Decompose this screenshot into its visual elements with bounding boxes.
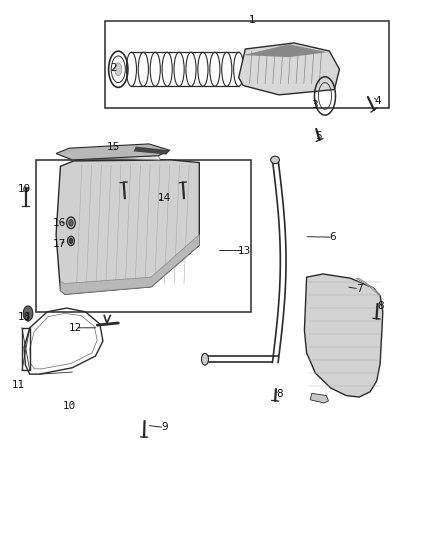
- Text: 11: 11: [12, 380, 25, 390]
- Text: 14: 14: [158, 193, 171, 203]
- Text: 8: 8: [276, 390, 283, 399]
- Polygon shape: [356, 278, 380, 296]
- Ellipse shape: [23, 187, 28, 191]
- Ellipse shape: [69, 238, 73, 244]
- Text: 16: 16: [53, 218, 66, 228]
- Text: 1: 1: [248, 15, 255, 25]
- Text: 13: 13: [238, 246, 251, 255]
- Text: 6: 6: [329, 232, 336, 242]
- Text: 9: 9: [161, 423, 168, 432]
- Ellipse shape: [69, 220, 73, 226]
- Polygon shape: [310, 393, 328, 403]
- Ellipse shape: [115, 63, 122, 76]
- Text: 8: 8: [378, 302, 385, 311]
- Ellipse shape: [67, 217, 75, 229]
- Polygon shape: [243, 44, 327, 57]
- Ellipse shape: [271, 156, 279, 164]
- Text: 10: 10: [63, 401, 76, 411]
- Polygon shape: [134, 147, 170, 155]
- Text: 3: 3: [311, 100, 318, 110]
- Text: 5: 5: [315, 131, 322, 141]
- Bar: [105, 21, 389, 108]
- Polygon shape: [60, 235, 199, 294]
- Ellipse shape: [201, 353, 208, 365]
- Polygon shape: [56, 154, 160, 160]
- Polygon shape: [56, 144, 170, 160]
- Text: 4: 4: [374, 96, 381, 106]
- Text: 2: 2: [110, 63, 117, 72]
- Text: 15: 15: [106, 142, 120, 151]
- Text: 17: 17: [53, 239, 66, 249]
- Text: 12: 12: [69, 323, 82, 333]
- Polygon shape: [304, 274, 383, 397]
- Ellipse shape: [67, 236, 74, 246]
- Text: 7: 7: [356, 284, 363, 294]
- Polygon shape: [56, 160, 199, 294]
- Polygon shape: [239, 43, 339, 95]
- Bar: [36, 160, 251, 312]
- Text: 18: 18: [18, 312, 31, 322]
- Text: 19: 19: [18, 184, 31, 194]
- Ellipse shape: [23, 306, 33, 321]
